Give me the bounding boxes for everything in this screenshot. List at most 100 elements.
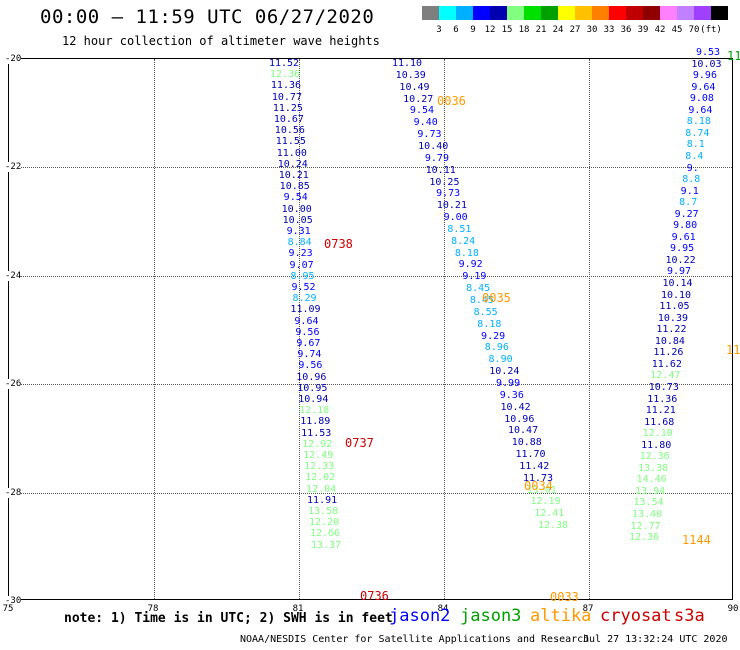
- wave-height-value: 8.1: [686, 139, 705, 151]
- wave-height-value: 11.00: [276, 147, 307, 159]
- wave-height-value: 12.49: [303, 450, 334, 461]
- wave-height-value: 11.25: [272, 102, 303, 114]
- wave-height-value: 12.33: [304, 461, 335, 473]
- colorbar-label: 70: [688, 25, 700, 35]
- wave-height-value: 10.94: [298, 394, 329, 405]
- colorbar-swatch: [473, 6, 490, 20]
- wave-height-value: 9.: [686, 162, 699, 174]
- wave-height-value: 12.02: [305, 472, 336, 484]
- wave-height-value: 9.23: [288, 248, 313, 260]
- wave-height-value: 9.31: [286, 226, 311, 237]
- wave-height-value: 10.27: [403, 93, 434, 105]
- wave-height-value: 9.73: [436, 188, 461, 200]
- latitude-label: -26: [5, 379, 22, 390]
- wave-height-value: 13.58: [308, 506, 339, 517]
- grid-line-horizontal: [9, 275, 732, 277]
- wave-height-value: 11.42: [519, 460, 550, 472]
- wave-height-value: 9.52: [291, 282, 316, 293]
- wave-height-value: 9.1: [680, 185, 699, 197]
- wave-height-value: 8.18: [686, 116, 711, 128]
- wave-height-value: 9.00: [443, 212, 468, 224]
- latitude-label: -28: [5, 487, 22, 498]
- wave-height-value: 9.79: [424, 152, 449, 164]
- colorbar-label: 45: [671, 25, 683, 35]
- time-0736: 0736: [360, 589, 389, 603]
- wave-height-value: 9.54: [409, 105, 435, 117]
- wave-height-value: 9.64: [691, 81, 716, 93]
- page-subtitle: 12 hour collection of altimeter wave hei…: [62, 34, 380, 48]
- wave-height-value: 10.73: [648, 381, 679, 393]
- wave-height-value: 12.19: [530, 496, 561, 508]
- colorbar-label: 12: [484, 25, 496, 35]
- legend-s3a: s3a: [674, 606, 705, 626]
- colorbar-swatch: [711, 6, 728, 20]
- time-11-top: 11: [727, 49, 740, 63]
- wave-height-value: 8.18: [454, 247, 479, 259]
- wave-height-value: 11.52: [268, 58, 300, 69]
- wave-height-value: 14.46: [636, 474, 667, 486]
- wave-height-value: 9.29: [481, 330, 506, 342]
- longitude-label: 78: [147, 604, 159, 614]
- time-0035: 0035: [482, 291, 511, 305]
- colorbar-label: 39: [637, 25, 649, 35]
- wave-height-value: 11.05: [659, 301, 690, 313]
- wave-height-value: 8.4: [685, 150, 704, 162]
- footer-timestamp: Jul 27 13:32:24 UTC 2020: [583, 634, 728, 645]
- colorbar-swatch: [660, 6, 677, 20]
- wave-height-value: 10.42: [500, 401, 531, 413]
- colorbar-swatch: [575, 6, 592, 20]
- wave-height-value: 8.74: [685, 127, 710, 139]
- wave-height-value: 11.26: [653, 347, 684, 359]
- legend-altika: altika: [530, 606, 592, 626]
- wave-height-value: 9.67: [296, 338, 321, 349]
- wave-height-value: 10.11: [425, 164, 456, 176]
- wave-height-value: 12.10: [642, 428, 673, 440]
- longitude-label: 75: [2, 604, 14, 614]
- colorbar-swatch: [456, 6, 473, 20]
- grid-line-vertical: [589, 59, 590, 599]
- wave-height-value: 13.01: [526, 484, 557, 496]
- colorbar-label: 36: [620, 25, 632, 35]
- wave-height-value: 10.56: [274, 125, 305, 137]
- wave-height-value: 9.08: [689, 93, 714, 105]
- wave-height-value: 8.7: [679, 197, 698, 209]
- wave-height-value: 13.37: [310, 539, 342, 551]
- wave-height-value: 12.20: [308, 517, 340, 529]
- wave-height-value: 13.40: [631, 509, 663, 520]
- wave-height-value: 8.96: [484, 342, 509, 354]
- wave-height-value: 10.24: [277, 158, 308, 170]
- wave-height-value: 12.41: [534, 508, 565, 520]
- wave-height-value: 10.40: [418, 140, 449, 152]
- wave-height-value: 10.03: [691, 58, 722, 70]
- wave-height-value: 11.68: [644, 416, 675, 428]
- wave-height-value: 10.22: [665, 254, 696, 266]
- wave-height-value: 9.92: [458, 259, 483, 271]
- colorbar-label: 27: [569, 25, 581, 35]
- time-0737: 0737: [345, 436, 374, 450]
- wave-height-value: 9.53: [695, 47, 721, 58]
- grid-line-vertical: [444, 59, 445, 599]
- wave-height-value: 8.55: [473, 306, 498, 318]
- wave-height-value: 13.54: [633, 497, 664, 509]
- wave-height-value: 9.64: [688, 104, 713, 116]
- wave-height-value: 9.19: [462, 271, 487, 283]
- wave-height-value: 9.96: [692, 70, 717, 82]
- colorbar-swatch: [626, 6, 643, 20]
- wave-height-value: 11.53: [301, 427, 332, 439]
- colorbar-swatch: [677, 6, 694, 20]
- wave-height-value: 10.84: [654, 335, 685, 347]
- wave-height-value: 11.55: [275, 136, 306, 148]
- wave-height-value: 10.24: [489, 366, 520, 378]
- time-0036: 0036: [437, 94, 466, 108]
- colorbar-label: 18: [518, 25, 530, 35]
- wave-height-value: 10.25: [429, 176, 460, 188]
- latitude-label: -22: [5, 162, 22, 173]
- wave-height-value: 8.29: [292, 293, 317, 305]
- wave-height-value: 11.80: [641, 439, 672, 451]
- wave-height-value: 12.66: [309, 528, 341, 540]
- wave-height-value: 13.38: [638, 462, 669, 474]
- colorbar-swatch: [558, 6, 575, 20]
- time-0738: 0738: [324, 237, 353, 251]
- wave-height-value: 9.80: [673, 220, 698, 232]
- wave-height-value: 11.21: [645, 405, 676, 417]
